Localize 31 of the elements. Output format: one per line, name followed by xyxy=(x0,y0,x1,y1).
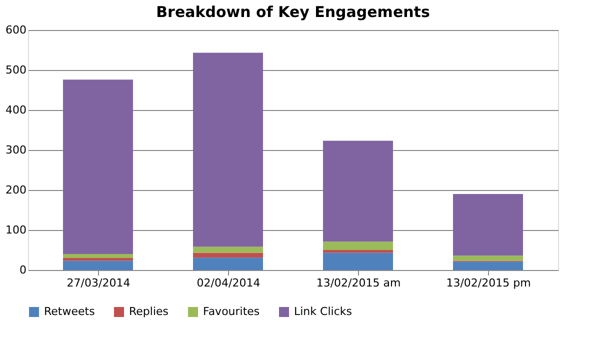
bar xyxy=(193,52,263,247)
y-tick-label: 600 xyxy=(6,24,26,36)
bar xyxy=(63,260,133,270)
chart-title: Breakdown of Key Engagements xyxy=(156,3,430,21)
x-tick-label: 27/03/2014 xyxy=(66,276,130,290)
y-tick-label: 100 xyxy=(6,224,26,236)
y-tick-label: 300 xyxy=(6,144,26,156)
bar xyxy=(193,246,263,253)
y-tick-label: 0 xyxy=(20,264,26,276)
x-tick-label: 13/02/2015 am xyxy=(316,276,401,290)
bar xyxy=(193,258,263,270)
bar xyxy=(453,194,523,256)
bar xyxy=(193,252,263,258)
legend-label: Retweets xyxy=(44,305,96,318)
bar xyxy=(63,258,133,261)
bar xyxy=(453,262,523,270)
bar xyxy=(453,256,523,261)
bar xyxy=(323,252,393,270)
x-tick-label: 13/02/2015 pm xyxy=(446,276,531,290)
legend-label: Favourites xyxy=(203,305,260,318)
x-tick-label: 02/04/2014 xyxy=(196,276,260,290)
bar xyxy=(323,242,393,250)
y-tick-label: 500 xyxy=(6,64,26,76)
bar xyxy=(63,254,133,258)
bar xyxy=(63,80,133,254)
bar xyxy=(323,250,393,253)
y-tick-label: 200 xyxy=(6,184,26,196)
legend-label: Link Clicks xyxy=(294,305,352,318)
y-tick-label: 400 xyxy=(6,104,26,116)
bar xyxy=(323,140,393,242)
legend-label: Replies xyxy=(129,305,169,318)
